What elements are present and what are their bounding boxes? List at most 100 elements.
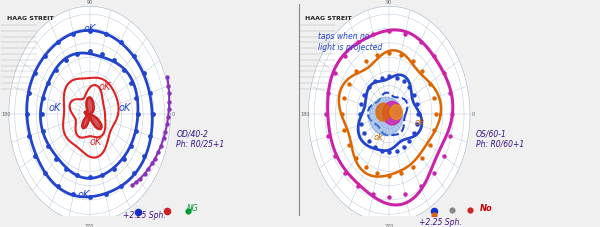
- Point: [143, 168, 153, 171]
- Point: [40, 54, 50, 57]
- Point: [163, 209, 172, 213]
- Ellipse shape: [383, 101, 402, 125]
- Text: 180: 180: [301, 112, 310, 117]
- Point: [429, 54, 439, 57]
- Point: [146, 134, 155, 138]
- Point: [101, 192, 111, 196]
- Point: [425, 82, 434, 85]
- Point: [163, 75, 172, 79]
- Point: [338, 112, 347, 116]
- Text: oK: oK: [77, 190, 90, 200]
- Point: [344, 82, 353, 85]
- Point: [73, 173, 82, 177]
- Point: [416, 41, 425, 44]
- Point: [429, 209, 439, 213]
- Point: [51, 157, 61, 160]
- Point: [401, 32, 410, 36]
- Point: [399, 80, 409, 83]
- Text: 180: 180: [1, 112, 10, 117]
- Point: [53, 41, 63, 44]
- Point: [24, 91, 34, 95]
- Point: [116, 184, 126, 188]
- Point: [119, 68, 128, 72]
- Point: [323, 134, 333, 138]
- Point: [385, 150, 394, 154]
- Text: 90: 90: [86, 0, 92, 5]
- Text: 0: 0: [472, 112, 475, 117]
- Point: [61, 167, 70, 170]
- Point: [430, 128, 439, 132]
- Point: [133, 210, 142, 214]
- Point: [184, 209, 193, 213]
- Point: [377, 76, 386, 79]
- Point: [116, 41, 126, 44]
- Text: oK: oK: [49, 103, 61, 113]
- Point: [162, 122, 172, 126]
- Text: 90: 90: [386, 0, 392, 5]
- Point: [385, 51, 394, 55]
- Point: [353, 41, 362, 44]
- Text: oK: oK: [118, 103, 131, 113]
- Point: [445, 91, 455, 95]
- Point: [385, 30, 394, 33]
- Point: [340, 171, 349, 175]
- Point: [68, 32, 78, 36]
- Point: [164, 107, 174, 111]
- Point: [163, 116, 173, 119]
- Point: [385, 195, 394, 199]
- Point: [356, 122, 366, 126]
- Point: [31, 154, 40, 158]
- Point: [156, 144, 166, 148]
- Point: [97, 52, 107, 55]
- Point: [154, 150, 163, 153]
- Point: [344, 143, 353, 147]
- Text: 270: 270: [85, 224, 94, 227]
- Point: [159, 136, 169, 140]
- Point: [439, 71, 448, 75]
- Point: [135, 177, 145, 180]
- Point: [164, 84, 173, 88]
- Polygon shape: [9, 6, 170, 222]
- Text: ok: ok: [414, 118, 424, 127]
- Text: oK: oK: [83, 24, 96, 34]
- Point: [130, 171, 139, 175]
- Point: [401, 192, 410, 196]
- Point: [377, 149, 386, 153]
- Point: [97, 173, 107, 177]
- Point: [31, 71, 40, 75]
- Text: +2.25 Sph.: +2.25 Sph.: [419, 218, 462, 227]
- Point: [445, 134, 455, 138]
- Point: [372, 53, 382, 57]
- Polygon shape: [82, 97, 101, 129]
- Text: taps when no
light is projected: taps when no light is projected: [319, 32, 383, 52]
- Point: [127, 81, 136, 85]
- Point: [404, 86, 414, 89]
- Point: [340, 54, 349, 57]
- Point: [330, 154, 340, 158]
- Point: [38, 96, 48, 100]
- Point: [127, 144, 136, 148]
- Point: [73, 52, 82, 55]
- Text: ok: ok: [374, 133, 383, 142]
- Point: [429, 217, 439, 220]
- Point: [430, 96, 439, 100]
- Point: [37, 112, 47, 116]
- Point: [133, 112, 142, 116]
- Point: [385, 174, 394, 177]
- Point: [418, 156, 427, 159]
- Point: [352, 69, 361, 73]
- Point: [361, 59, 371, 63]
- Point: [24, 134, 34, 138]
- Point: [139, 71, 149, 75]
- Point: [352, 156, 361, 159]
- Point: [418, 69, 427, 73]
- Text: +2.25 Sph.: +2.25 Sph.: [122, 211, 166, 220]
- Point: [53, 184, 63, 188]
- Point: [109, 58, 118, 62]
- Point: [368, 32, 377, 36]
- Point: [408, 165, 418, 169]
- Point: [429, 213, 439, 217]
- Point: [131, 180, 141, 184]
- Point: [131, 96, 141, 100]
- Point: [38, 129, 48, 132]
